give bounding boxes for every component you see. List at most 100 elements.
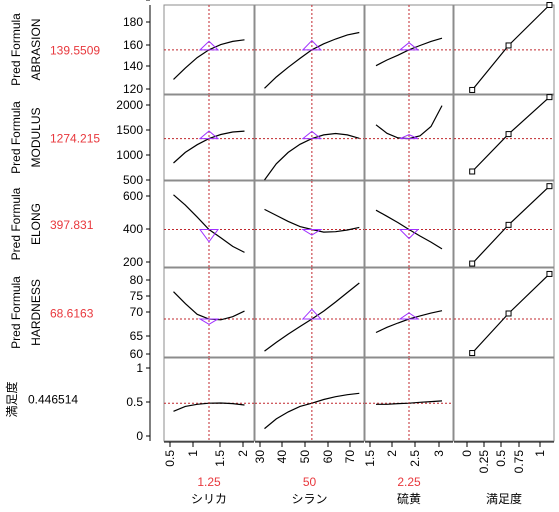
y-tick-label: 500 [123, 173, 143, 187]
profile-cell-1-3[interactable] [453, 94, 555, 181]
desirability-handle[interactable] [546, 270, 553, 277]
gradient-triangle-marker [301, 130, 323, 140]
x-tick-label: 2 [236, 450, 250, 457]
y-tick-label: 120 [123, 82, 143, 96]
factor-axis-2: 1.5 2 2.5 3 2.25 硫黄 [363, 441, 453, 506]
profile-cell-4-1[interactable] [254, 357, 365, 442]
factor-axis-3: 0 0.25 0.5 0.75 1 満足度 [454, 441, 554, 506]
gradient-triangle-marker [301, 308, 323, 320]
profile-cell-0-2[interactable] [364, 4, 454, 95]
desirability-header: 満足度 0.446514 1 0.5 0 [4, 361, 150, 443]
cell-frame [453, 94, 555, 181]
desirability-handle[interactable] [505, 221, 512, 228]
response-current-value: 397.831 [50, 218, 94, 232]
desirability-handle[interactable] [546, 2, 553, 8]
profile-cell-3-2[interactable] [364, 267, 454, 358]
response-title-line2: MODULUS [29, 107, 43, 167]
gradient-triangle-marker [398, 42, 420, 51]
desirability-handle[interactable] [505, 131, 512, 138]
profile-cell-2-1[interactable] [254, 180, 365, 268]
x-tick-label: 1 [533, 450, 547, 457]
factor-axis-0: 0.5 1 1.5 2 1.25 シリカ [163, 441, 254, 506]
x-tick-label: 3 [432, 450, 446, 457]
desirability-title: 満足度 [4, 381, 19, 417]
profile-cell-0-1[interactable] [254, 4, 365, 95]
profile-cell-3-3[interactable] [453, 267, 555, 358]
y-tick-label: 80 [130, 273, 144, 287]
profile-cell-0-0[interactable] [163, 4, 255, 95]
desirability-handle[interactable] [505, 310, 512, 317]
factor-axes: 0.5 1 1.5 2 1.25 シリカ 30 40 50 60 70 50 シラン 1.5 2 2.5 3 2.… [163, 441, 554, 506]
y-tick-label: 0.5 [126, 395, 143, 409]
desirability-handle[interactable] [546, 94, 553, 101]
desirability-handle[interactable] [546, 183, 553, 190]
y-tick-label: 1500 [116, 123, 143, 137]
x-tick-label: 0 [460, 450, 474, 457]
profile-cell-4-3[interactable] [453, 357, 555, 442]
profile-cell-1-0[interactable] [163, 94, 255, 181]
profile-cell-2-0[interactable] [163, 180, 255, 268]
desirability-handle[interactable] [505, 42, 512, 49]
profile-cell-1-1[interactable] [254, 94, 365, 181]
y-tick-label: 70 [130, 305, 144, 319]
factor-current-value: 1.25 [197, 475, 221, 489]
x-tick-label: 30 [253, 450, 267, 464]
gradient-triangle-marker [399, 134, 419, 140]
y-tick-label: 140 [123, 59, 143, 73]
response-title-line1: Pred Formula [9, 187, 23, 260]
y-tick-label: 75 [130, 289, 144, 303]
x-tick-label: 70 [343, 450, 357, 464]
profile-cell-0-3[interactable] [453, 2, 555, 95]
profile-cell-2-3[interactable] [453, 180, 555, 268]
profiler-cells [163, 2, 555, 442]
gradient-triangle-marker [398, 229, 420, 240]
cell-frame [364, 94, 454, 181]
y-tick-label: 2000 [116, 98, 143, 112]
x-tick-label: 1.5 [363, 450, 377, 467]
y-tick-label: 65 [130, 329, 144, 343]
y-tick-label: 1 [136, 361, 143, 375]
response-headers: Pred Formula ABRASION 139.5509180160140120… [4, 0, 151, 443]
y-tick-label: 200 [123, 255, 143, 269]
response-current-value: 1274.215 [50, 132, 100, 146]
desirability-handle[interactable] [469, 86, 476, 93]
x-tick-label: 0.5 [494, 450, 508, 467]
response-title-line1: Pred Formula [9, 13, 23, 86]
y-tick-label: 0 [136, 429, 143, 443]
response-header-elong: Pred Formula ELONG 397.831 600 400 200 [9, 187, 150, 269]
x-tick-label: 40 [275, 450, 289, 464]
gradient-triangle-marker [301, 229, 323, 236]
desirability-handle[interactable] [469, 260, 476, 267]
response-header-hardness: Pred Formula HARDNESS 68.6163 80 75 70 65 60 [9, 273, 150, 361]
profile-cell-4-2[interactable] [364, 357, 454, 442]
desirability-handle[interactable] [469, 350, 476, 357]
response-header-modulus: Pred Formula MODULUS 1274.215 2000 1500 1000 5… [9, 98, 150, 187]
gradient-triangle-marker [199, 229, 219, 243]
gradient-triangle-marker [198, 130, 220, 140]
desirability-handle[interactable] [469, 168, 476, 175]
factor-name: シラン [291, 492, 327, 506]
profile-cell-2-2[interactable] [364, 180, 454, 268]
y-tick-label: 400 [123, 222, 143, 236]
cell-frame [254, 357, 365, 442]
x-tick-label: 1.5 [213, 450, 227, 467]
x-tick-label: 0.5 [163, 450, 177, 467]
y-tick-label: 90 [130, 0, 144, 3]
profile-cell-3-1[interactable] [254, 267, 365, 358]
cell-frame [453, 267, 555, 358]
gradient-triangle-marker [198, 318, 220, 325]
x-tick-label: 2 [385, 450, 399, 457]
gradient-triangle-marker [198, 40, 220, 51]
gradient-triangle-marker [301, 39, 323, 51]
profile-cell-4-0[interactable] [163, 357, 255, 442]
profile-cell-3-0[interactable] [163, 267, 255, 358]
profile-cell-1-2[interactable] [364, 94, 454, 181]
y-tick-label: 60 [130, 347, 144, 361]
response-title-line2: ELONG [29, 203, 43, 245]
response-current-value: 139.5509 [50, 44, 100, 58]
response-title-line1: Pred Formula [9, 101, 23, 174]
cell-frame [453, 357, 555, 442]
x-tick-label: 0.25 [477, 450, 491, 474]
y-tick-label: 1000 [116, 148, 143, 162]
